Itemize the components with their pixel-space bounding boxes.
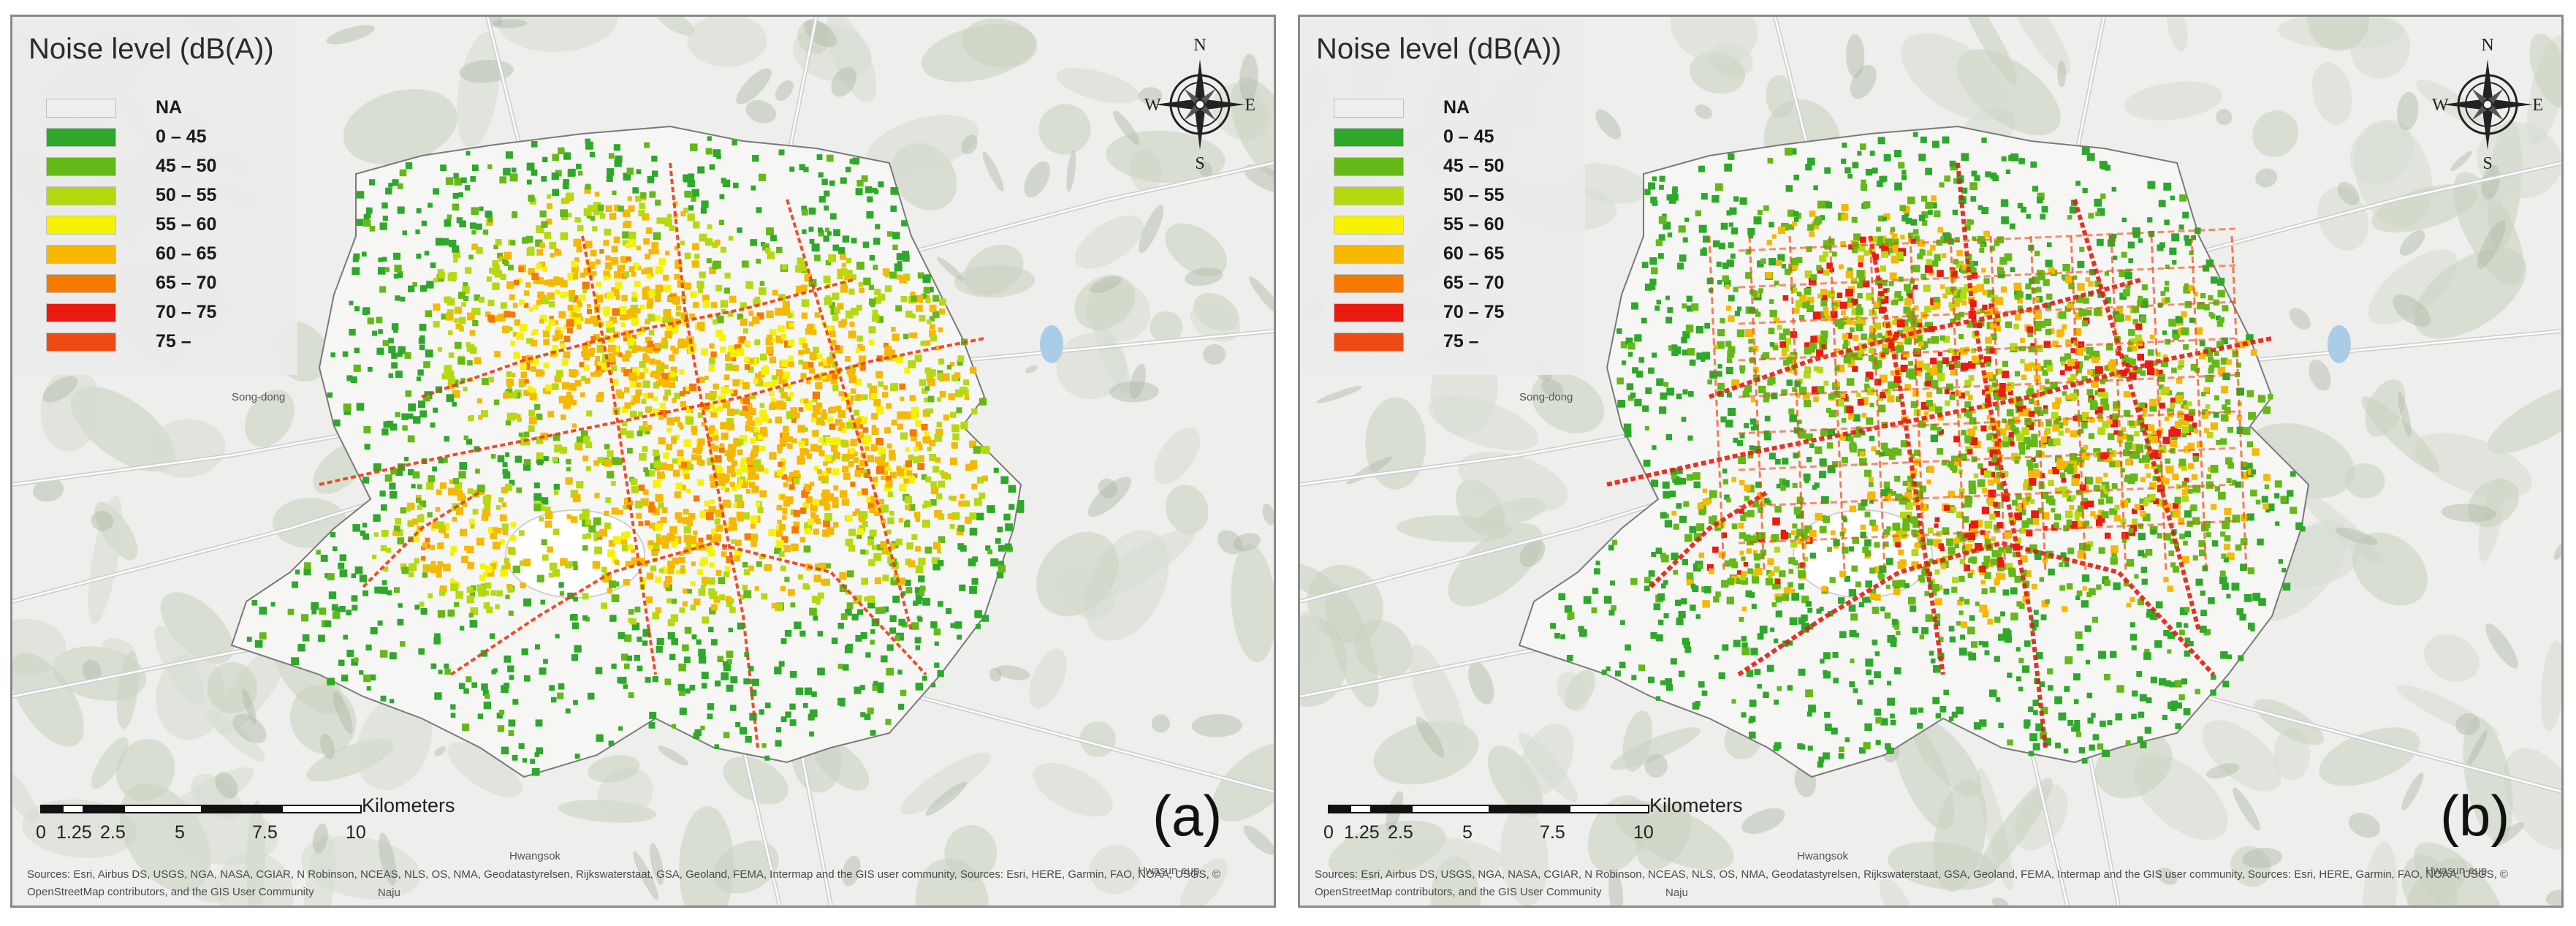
noise-map-a	[12, 17, 1274, 906]
scale-segment	[1569, 805, 1649, 813]
legend-label: 75 –	[1443, 331, 1479, 352]
legend-swatch	[1334, 99, 1404, 118]
legend-swatch	[1334, 333, 1404, 352]
legend-title: Noise level (dB(A))	[1316, 33, 1562, 65]
legend-label: 55 – 60	[1443, 214, 1505, 235]
place-label-hwasun: Hwasun-eup	[1138, 865, 1200, 877]
scale-tick: 10	[1633, 822, 1654, 843]
scale-segment	[1328, 805, 1350, 813]
legend-swatch	[1334, 157, 1404, 176]
scale-segment	[40, 805, 62, 813]
legend-label: 45 – 50	[156, 156, 217, 176]
scale-segment	[281, 805, 362, 813]
scale-segment	[202, 805, 281, 813]
compass-n: N	[2481, 36, 2493, 55]
compass-e: E	[1245, 96, 1255, 115]
attribution: Sources: Esri, Airbus DS, USGS, NGA, NAS…	[27, 866, 1262, 901]
legend-label: 50 – 55	[1443, 185, 1505, 205]
legend-label: 0 – 45	[1443, 126, 1494, 147]
compass-s: S	[2482, 154, 2492, 170]
legend-swatch	[46, 157, 116, 176]
scale-tick: 1.25	[1344, 822, 1380, 843]
compass-w: W	[2432, 96, 2449, 115]
legend-label: 50 – 55	[156, 185, 217, 205]
place-label-song: Song-dong	[1519, 391, 1573, 403]
scale-segment	[62, 805, 84, 813]
scale-segment	[1372, 805, 1411, 813]
attribution-line: Sources: Esri, Airbus DS, USGS, NGA, NAS…	[27, 868, 1220, 881]
legend-swatch	[46, 245, 116, 264]
legend-swatch	[1334, 303, 1404, 322]
scale-tick: 7.5	[1540, 822, 1565, 843]
scale-tick: 5	[175, 822, 185, 843]
scale-tick: 0	[1323, 822, 1334, 843]
panel-label: (b)	[2440, 783, 2510, 848]
legend-swatch	[46, 303, 116, 322]
map-panel-a: Song-dong Naju Hwangsok Hwasun-eup Noise…	[10, 15, 1276, 908]
legend-label: 70 – 75	[1443, 302, 1505, 322]
legend-label: 70 – 75	[156, 302, 217, 322]
compass-e: E	[2532, 96, 2543, 115]
compass-rose-icon: N S E W	[1144, 36, 1255, 170]
scale-unit: Kilometers	[362, 794, 455, 816]
attribution-line: Sources: Esri, Airbus DS, USGS, NGA, NAS…	[1315, 868, 2508, 881]
place-label-hwangsok: Hwangsok	[509, 850, 561, 862]
legend: Noise level (dB(A)) NA 0 – 45 45 – 50 50…	[1300, 17, 1585, 375]
legend-swatch	[46, 128, 116, 147]
legend-swatch	[46, 216, 116, 235]
scale-tick: 7.5	[252, 822, 278, 843]
legend-swatch	[46, 186, 116, 205]
legend-label: NA	[1443, 97, 1470, 118]
legend-swatch	[1334, 216, 1404, 235]
compass-rose-icon: N S E W	[2432, 36, 2543, 170]
legend-swatch	[46, 333, 116, 352]
legend-swatch	[1334, 274, 1404, 293]
legend-swatch	[1334, 128, 1404, 147]
legend-label: 75 –	[156, 331, 191, 352]
legend-label: 55 – 60	[156, 214, 217, 235]
legend-label: 65 – 70	[1443, 273, 1505, 293]
place-label-song: Song-dong	[232, 391, 286, 403]
attribution-line: OpenStreetMap contributors, and the GIS …	[1315, 886, 1602, 898]
legend-label: 45 – 50	[1443, 156, 1505, 176]
place-label-hwasun: Hwasun-eup	[2425, 865, 2488, 877]
legend-swatch	[46, 99, 116, 118]
scale-bar: 0 1.25 2.5 5 7.5 10 Kilometers	[36, 794, 455, 870]
compass-w: W	[1144, 96, 1161, 115]
map-panel-b: Song-dong Naju Hwangsok Hwasun-eup Noise…	[1298, 15, 2564, 908]
legend-swatch	[1334, 186, 1404, 205]
scale-tick: 2.5	[100, 822, 126, 843]
legend-swatch	[46, 274, 116, 293]
scale-unit: Kilometers	[1649, 794, 1743, 816]
legend-label: 60 – 65	[1443, 243, 1505, 264]
legend-label: 0 – 45	[156, 126, 207, 147]
legend: Noise level (dB(A)) NA 0 – 45 45 – 50 50…	[12, 17, 297, 375]
scale-tick: 10	[346, 822, 366, 843]
scale-segment	[1350, 805, 1372, 813]
legend-title: Noise level (dB(A))	[29, 33, 274, 65]
legend-label: 60 – 65	[156, 243, 217, 264]
scale-tick: 1.25	[56, 822, 92, 843]
scale-tick: 2.5	[1388, 822, 1413, 843]
legend-label: NA	[156, 97, 183, 118]
scale-tick: 5	[1462, 822, 1473, 843]
compass-n: N	[1193, 36, 1206, 55]
scale-segment	[124, 805, 202, 813]
place-label-naju: Naju	[1665, 887, 1688, 899]
scale-segment	[1411, 805, 1490, 813]
attribution-line: OpenStreetMap contributors, and the GIS …	[27, 886, 314, 898]
place-label-hwangsok: Hwangsok	[1797, 850, 1849, 862]
scale-tick: 0	[36, 822, 46, 843]
panel-label: (a)	[1152, 783, 1223, 848]
legend-label: 65 – 70	[156, 273, 217, 293]
compass-s: S	[1195, 154, 1204, 170]
scale-segment	[84, 805, 124, 813]
attribution: Sources: Esri, Airbus DS, USGS, NGA, NAS…	[1315, 866, 2550, 901]
scale-segment	[1490, 805, 1569, 813]
scale-bar: 0 1.25 2.5 5 7.5 10 Kilometers	[1323, 794, 1743, 870]
place-label-naju: Naju	[378, 887, 400, 899]
legend-swatch	[1334, 245, 1404, 264]
